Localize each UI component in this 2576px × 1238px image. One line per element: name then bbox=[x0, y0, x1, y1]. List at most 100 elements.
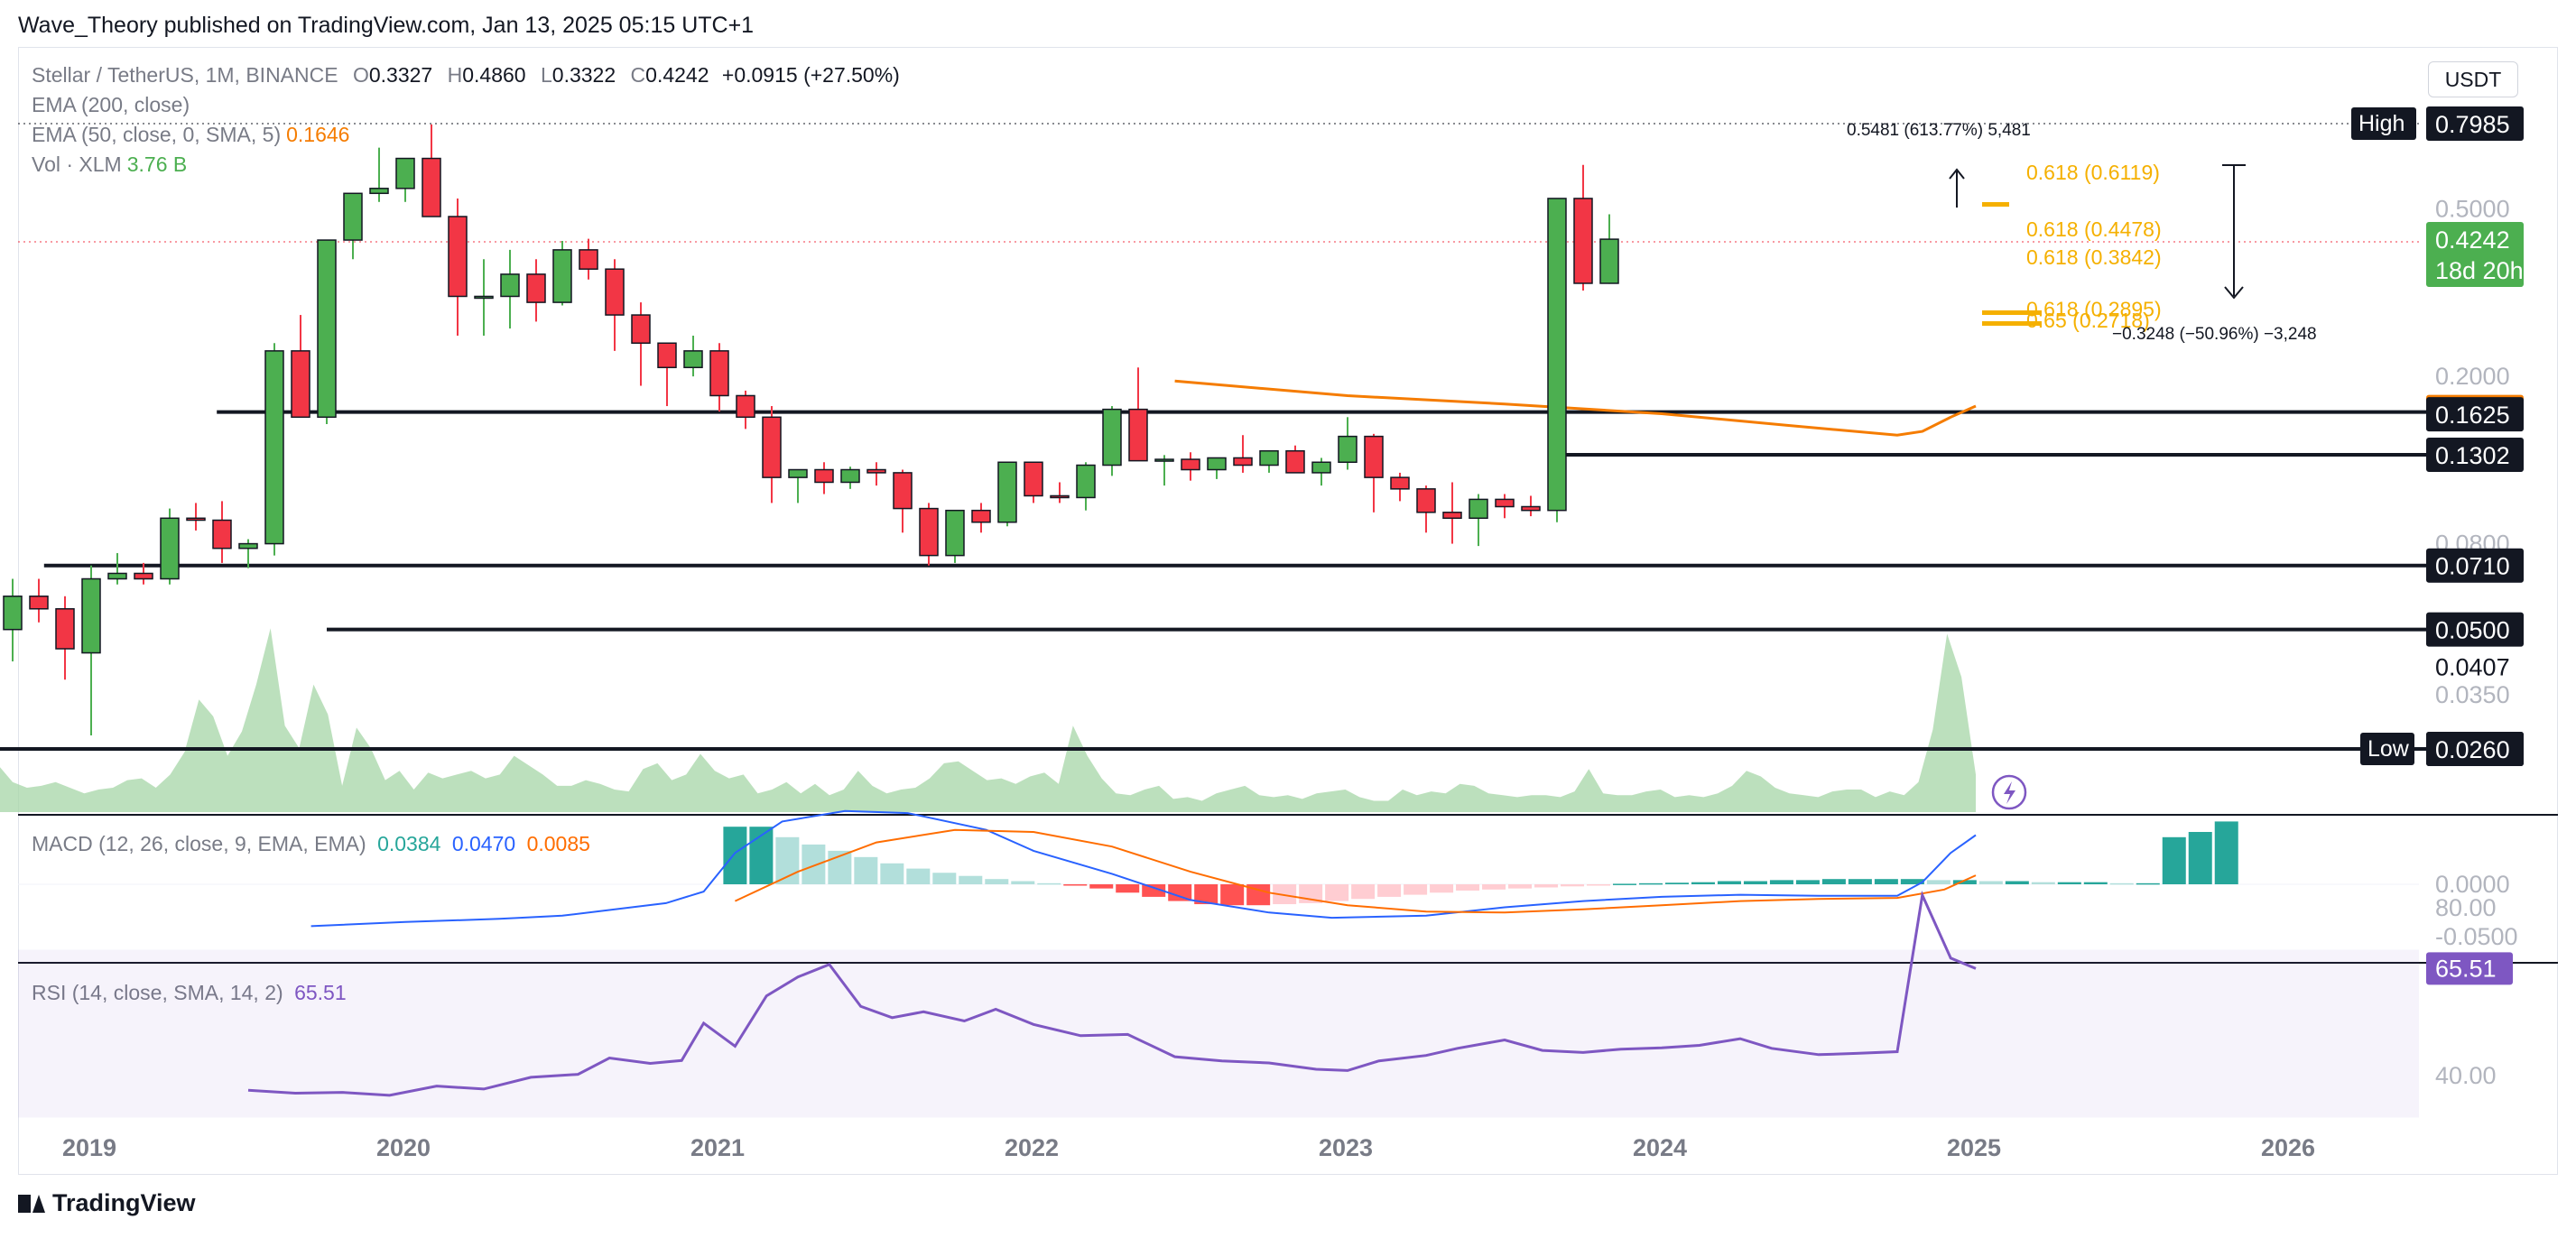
open-value: 0.3327 bbox=[368, 63, 433, 87]
fib-zone-bar bbox=[1982, 310, 2042, 315]
fib-label: 0.618 (0.4478) bbox=[2026, 217, 2162, 241]
volume-mask bbox=[811, 632, 837, 812]
price-axis-label: 0.4242 bbox=[2435, 226, 2510, 254]
fib-label: 0.618 (0.3842) bbox=[2026, 245, 2162, 269]
high-value: 0.4860 bbox=[462, 63, 526, 87]
candle-body bbox=[264, 350, 284, 545]
candle-body bbox=[736, 394, 755, 419]
candle-body bbox=[605, 268, 625, 316]
volume-mask bbox=[1047, 632, 1072, 812]
macd-histogram-bar bbox=[1587, 884, 1611, 886]
price-tag-label: High bbox=[2358, 111, 2405, 136]
ema50-line bbox=[1174, 379, 1977, 437]
rsi-axis-tick: 40.00 bbox=[2435, 1062, 2497, 1089]
macd-histogram-bar bbox=[1404, 884, 1428, 895]
time-axis-tick: 2021 bbox=[690, 1134, 745, 1161]
fib-zone-bar bbox=[1982, 202, 2009, 207]
macd-histogram-bar bbox=[1142, 884, 1166, 897]
change-value: +0.0915 (+27.50%) bbox=[721, 63, 900, 87]
candle-body bbox=[1154, 458, 1174, 462]
candle-body bbox=[762, 416, 782, 478]
macd-histogram-bar bbox=[1456, 884, 1480, 891]
volume-mask bbox=[1178, 632, 1203, 812]
candle-body bbox=[526, 273, 546, 303]
macd-histogram-bar bbox=[1063, 884, 1088, 886]
candle-body bbox=[1207, 457, 1227, 471]
macd-line bbox=[310, 809, 1977, 928]
price-axis-badge bbox=[2426, 548, 2524, 583]
candle-body bbox=[212, 519, 232, 550]
candle-body bbox=[1338, 435, 1357, 464]
volume-mask bbox=[1126, 632, 1151, 812]
candle-body bbox=[107, 572, 127, 580]
macd-histogram-bar bbox=[1482, 884, 1506, 890]
macd-histogram-bar bbox=[1717, 881, 1741, 884]
close-value: 0.4242 bbox=[645, 63, 709, 87]
volume-mask bbox=[1230, 632, 1256, 812]
price-axis-tick: 0.2000 bbox=[2435, 363, 2510, 390]
candle-body bbox=[657, 342, 677, 369]
macd-histogram-bar bbox=[1664, 882, 1689, 884]
macd-histogram-bar bbox=[1900, 879, 1924, 884]
price-axis-label: 0.1302 bbox=[2435, 442, 2510, 469]
candle-body bbox=[369, 188, 389, 195]
macd-histogram-bar bbox=[1194, 884, 1219, 905]
candle-body bbox=[186, 517, 206, 522]
candle-body bbox=[474, 295, 494, 300]
ema50-legend[interactable]: EMA (50, close, 0, SMA, 5) 0.1646 bbox=[32, 123, 350, 146]
currency-button[interactable]: USDT bbox=[2428, 61, 2518, 97]
price-tag-box bbox=[2360, 733, 2414, 765]
macd-histogram-bar bbox=[1691, 882, 1715, 884]
ema200-legend[interactable]: EMA (200, close) bbox=[32, 93, 190, 116]
macd-histogram-bar bbox=[1011, 881, 1035, 884]
candle-body bbox=[448, 216, 468, 298]
candle-body bbox=[552, 249, 572, 303]
footer-brand-label: TradingView bbox=[52, 1189, 196, 1216]
footer-brand[interactable]: TradingView bbox=[18, 1189, 196, 1217]
rsi-value-badge-label: 65.51 bbox=[2435, 955, 2497, 982]
price-axis-tick: 0.0350 bbox=[2435, 681, 2510, 708]
candle-body bbox=[1364, 435, 1384, 478]
macd-line-value: 0.0470 bbox=[451, 832, 516, 855]
lightning-icon bbox=[2004, 781, 2015, 804]
macd-histogram-bar bbox=[1978, 881, 2003, 884]
candle-body bbox=[134, 572, 153, 580]
ohlc-legend: Stellar / TetherUS, 1M, BINANCE O0.3327 … bbox=[32, 63, 900, 87]
rsi-legend[interactable]: RSI (14, close, SMA, 14, 2) 65.51 bbox=[32, 981, 347, 1004]
macd-histogram-bar bbox=[1508, 884, 1533, 889]
macd-histogram-bar bbox=[1037, 882, 1061, 885]
fib-zone-bar bbox=[1982, 321, 2042, 326]
fib-label: 0.65 (0.2718) bbox=[2026, 309, 2150, 332]
candle-body bbox=[971, 509, 991, 523]
symbol-name[interactable]: Stellar / TetherUS, 1M, BINANCE bbox=[32, 63, 338, 87]
volume-mask bbox=[26, 632, 51, 812]
volume-mask bbox=[209, 632, 235, 812]
macd-histogram-bar bbox=[1351, 884, 1376, 900]
volume-mask bbox=[445, 632, 470, 812]
macd-histogram-bar bbox=[1613, 883, 1637, 885]
macd-histogram-bar bbox=[2109, 882, 2134, 885]
rsi-band bbox=[18, 949, 2419, 1118]
macd-legend[interactable]: MACD (12, 26, close, 9, EMA, EMA) 0.0384… bbox=[32, 832, 590, 855]
volume-mask bbox=[1518, 632, 1543, 812]
time-axis-tick: 2024 bbox=[1633, 1134, 1687, 1161]
price-axis-label: 0.7985 bbox=[2435, 111, 2510, 138]
macd-histogram-bar bbox=[2057, 882, 2081, 884]
candle-body bbox=[1442, 512, 1462, 520]
measure-down-arrowhead bbox=[2224, 286, 2244, 300]
measure-up-arrowhead bbox=[1949, 168, 1965, 180]
time-axis-tick: 2019 bbox=[62, 1134, 116, 1161]
volume-value: 3.76 B bbox=[126, 152, 188, 176]
publisher-header: Wave_Theory published on TradingView.com… bbox=[18, 13, 755, 38]
candle-body bbox=[343, 192, 363, 241]
tradingview-logo-icon bbox=[18, 1193, 45, 1215]
macd-histogram-bar bbox=[1246, 884, 1271, 906]
candle-body bbox=[631, 314, 651, 345]
volume-legend[interactable]: Vol · XLM 3.76 B bbox=[32, 152, 188, 176]
macd-histogram-bar bbox=[1168, 884, 1192, 901]
volume-mask bbox=[1283, 632, 1308, 812]
macd-histogram-bar bbox=[1848, 879, 1872, 884]
volume-mask bbox=[131, 632, 156, 812]
macd-histogram-bar bbox=[2136, 882, 2160, 885]
